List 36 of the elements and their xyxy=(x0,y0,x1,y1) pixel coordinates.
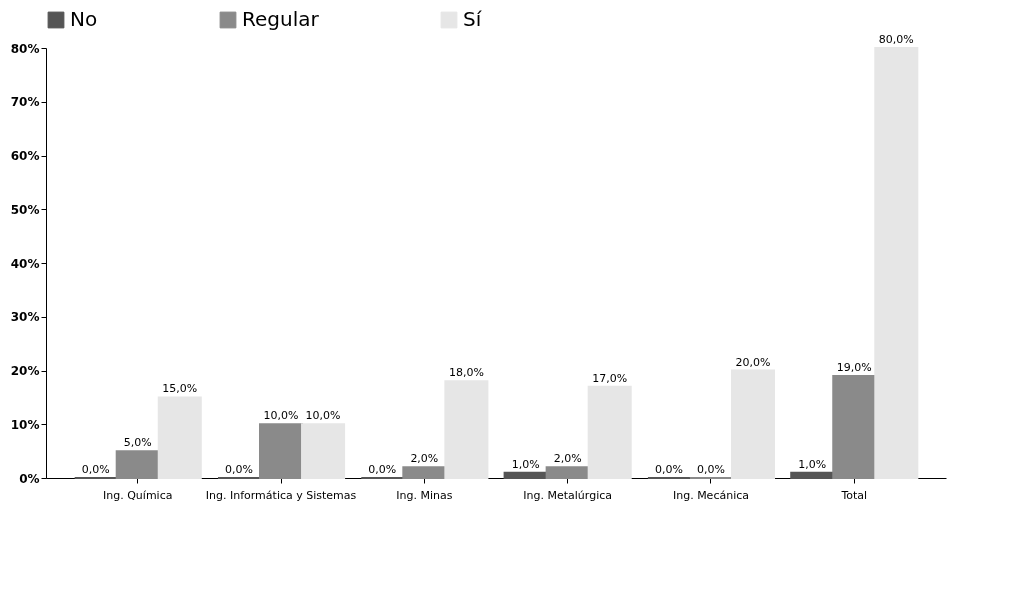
x-tick-label: Ing. Metalúrgica xyxy=(523,488,612,502)
y-tick-label: 70% xyxy=(10,95,40,110)
data-label: 5,0% xyxy=(123,436,152,450)
y-tick-label: 60% xyxy=(10,149,40,163)
y-tick-label: 10% xyxy=(10,417,40,432)
y-tick-label: 0% xyxy=(19,471,40,486)
data-label: 10,0% xyxy=(305,409,341,423)
legend-label: No xyxy=(70,7,98,31)
x-tick-label: Ing. Minas xyxy=(396,488,453,502)
data-label: 0,0% xyxy=(368,463,397,476)
x-tick-label: Total xyxy=(840,488,868,502)
data-label: 18,0% xyxy=(448,366,484,380)
data-label: 2,0% xyxy=(553,452,582,466)
y-tick-label: 50% xyxy=(10,202,40,217)
data-label: 2,0% xyxy=(410,452,439,466)
x-tick-label: Ing. Química xyxy=(103,488,173,502)
data-label: 10,0% xyxy=(263,409,299,423)
data-label: 19,0% xyxy=(836,360,872,374)
x-tick-label: Ing. Informática y Sistemas xyxy=(205,488,357,502)
data-label: 1,0% xyxy=(511,457,540,471)
y-tick-label: 30% xyxy=(10,310,40,325)
data-label: 0,0% xyxy=(654,463,683,476)
data-label: 80,0% xyxy=(878,33,914,46)
x-tick-label: Ing. Mecánica xyxy=(672,488,749,502)
y-tick-label: 40% xyxy=(10,256,40,271)
y-tick-label: 80% xyxy=(10,41,40,56)
data-label: 0,0% xyxy=(225,463,253,476)
legend-label: Regular xyxy=(242,7,320,31)
data-label: 20,0% xyxy=(735,355,771,369)
data-label: 17,0% xyxy=(592,371,628,385)
data-label: 0,0% xyxy=(696,463,725,476)
y-tick-label: 20% xyxy=(10,364,40,378)
data-label: 1,0% xyxy=(798,457,827,471)
data-label: 15,0% xyxy=(162,382,198,396)
data-label: 0,0% xyxy=(81,463,110,476)
legend-label: Sí xyxy=(463,7,483,31)
